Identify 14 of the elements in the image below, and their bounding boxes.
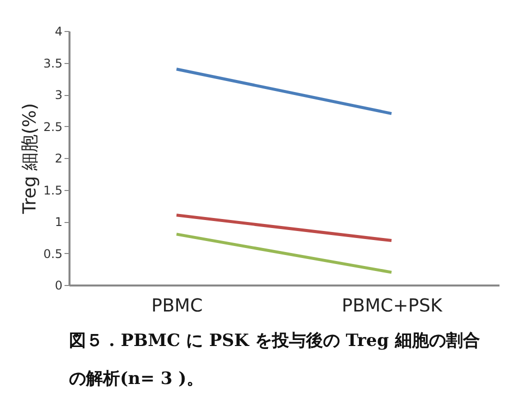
y-tick-label: 3.5 [43, 56, 62, 70]
y-tick-label: 2 [54, 152, 62, 166]
x-tick-label: PBMC [151, 296, 203, 316]
y-tick-label: 4 [54, 24, 62, 38]
text: の解析(n= 3 )。 [69, 369, 204, 389]
x-tick-label: PBMC+PSK [342, 296, 444, 316]
y-axis-title: Treg 細胞(%) [19, 103, 40, 215]
y-tick-label: 0.5 [43, 246, 62, 261]
caption: 図５ . PBMC に PSK を投与後の Treg 細胞の割合 [69, 331, 480, 351]
y-tick-label: 3 [54, 88, 62, 102]
y-tick-label: 0 [54, 278, 62, 292]
y-tick-label: 1 [54, 215, 62, 229]
y-tick-label: 2.5 [43, 120, 62, 134]
y-tick-label: 1.5 [43, 183, 62, 198]
